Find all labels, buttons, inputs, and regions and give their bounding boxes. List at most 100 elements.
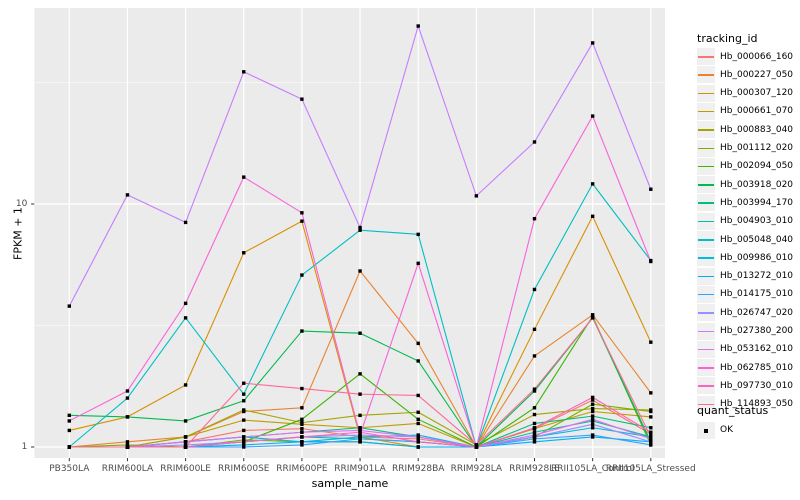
data-point (242, 381, 246, 385)
x-tick-label-RRIM600LA: RRIM600LA (101, 464, 154, 474)
data-point (358, 225, 362, 230)
data-point (532, 433, 537, 437)
data-point (416, 433, 420, 437)
data-point (532, 327, 537, 332)
legend-key-swatch (697, 231, 715, 248)
data-point (358, 426, 362, 430)
x-tick-label-RRII105LA_Stressed: RRII105LA_Stressed (605, 464, 696, 474)
data-point (242, 428, 246, 433)
legend-key-swatch (697, 304, 715, 322)
data-point (358, 269, 362, 273)
data-point (242, 408, 246, 412)
data-point (300, 97, 304, 101)
legend-title-tracking-id: tracking_id (697, 32, 758, 45)
data-point (125, 445, 130, 449)
data-point (416, 445, 420, 449)
data-point (590, 406, 595, 411)
data-point (125, 389, 130, 393)
data-point (67, 428, 71, 433)
data-point (532, 389, 537, 393)
data-point (532, 387, 537, 391)
data-point (183, 435, 188, 439)
data-point (532, 426, 537, 430)
data-point (532, 354, 537, 358)
legend-label-ok: OK (720, 425, 733, 435)
data-point (300, 273, 304, 277)
legend-entry-Hb_000883_040: Hb_000883_040 (697, 121, 793, 139)
data-point (242, 445, 246, 449)
legend-entry-Hb_053162_010: Hb_053162_010 (697, 340, 793, 358)
legend-entry-Hb_026747_020: Hb_026747_020 (697, 304, 793, 322)
legend-key-swatch (697, 157, 715, 175)
data-point (125, 440, 130, 444)
data-point (649, 443, 653, 447)
legend-key-line (698, 403, 714, 406)
data-point (474, 194, 479, 198)
data-point (590, 417, 595, 422)
data-point (416, 261, 420, 266)
legend-key-swatch (697, 340, 715, 358)
data-point (183, 419, 188, 423)
legend-key-swatch (697, 48, 715, 65)
data-point (300, 420, 304, 425)
legend-label: Hb_014175_010 (720, 289, 794, 300)
data-point (358, 428, 362, 433)
legend-key-line (698, 184, 714, 186)
data-point (590, 426, 595, 430)
legend-entry-Hb_009986_010: Hb_009986_010 (697, 249, 793, 267)
data-point (242, 443, 246, 447)
data-point (183, 220, 188, 225)
data-point (649, 435, 653, 439)
data-point (242, 418, 246, 422)
legend-key-line (698, 56, 714, 58)
data-point (67, 445, 71, 449)
data-point (416, 440, 420, 444)
legend-key-line (698, 202, 714, 204)
data-point (183, 445, 188, 449)
legend-entry-Hb_014175_010: Hb_014175_010 (697, 285, 793, 303)
legend-entry-Hb_003994_170: Hb_003994_170 (697, 194, 793, 212)
legend-key-line (698, 74, 714, 76)
legend-entry-Hb_000066_160: Hb_000066_160 (697, 48, 793, 66)
data-point (416, 437, 420, 441)
data-point (242, 175, 246, 179)
legend-key-line (698, 239, 714, 241)
legend-label: Hb_000661_070 (720, 106, 794, 117)
legend-label: Hb_027380_200 (720, 326, 794, 336)
data-point (649, 430, 653, 434)
data-point (649, 187, 653, 191)
plot-panel (34, 8, 666, 458)
legend-key-ok (697, 421, 715, 439)
data-point (358, 228, 362, 232)
data-point (474, 445, 479, 449)
legend-label: Hb_004903_010 (720, 216, 794, 227)
legend-key-swatch (697, 121, 715, 139)
data-point (67, 304, 71, 308)
data-point (125, 193, 130, 197)
data-point (474, 443, 479, 447)
data-point (300, 426, 304, 431)
data-point (532, 437, 537, 441)
data-point (183, 383, 188, 387)
data-point (590, 433, 595, 437)
legend-label: Hb_003918_020 (720, 179, 794, 190)
legend-label: Hb_114893_050 (720, 399, 794, 410)
data-point (649, 415, 653, 419)
legend-entry-Hb_062785_010: Hb_062785_010 (697, 359, 793, 377)
legend-entry-Hb_000227_050: Hb_000227_050 (697, 66, 793, 84)
legend-key-line (698, 129, 714, 131)
data-point (242, 399, 246, 403)
data-point (125, 443, 130, 447)
legend-label: Hb_000227_050 (720, 69, 794, 80)
data-point (590, 422, 595, 426)
data-point (183, 301, 188, 306)
data-point (649, 391, 653, 395)
legend-label: Hb_062785_010 (720, 362, 794, 373)
legend-title-quant-status: quant_status (697, 404, 769, 417)
x-tick-label-RRIM600SE: RRIM600SE (217, 464, 270, 474)
data-point (125, 415, 130, 419)
legend-label: Hb_053162_010 (720, 344, 794, 355)
legend-key-swatch (697, 322, 715, 340)
data-point (532, 421, 537, 426)
data-point (300, 417, 304, 422)
